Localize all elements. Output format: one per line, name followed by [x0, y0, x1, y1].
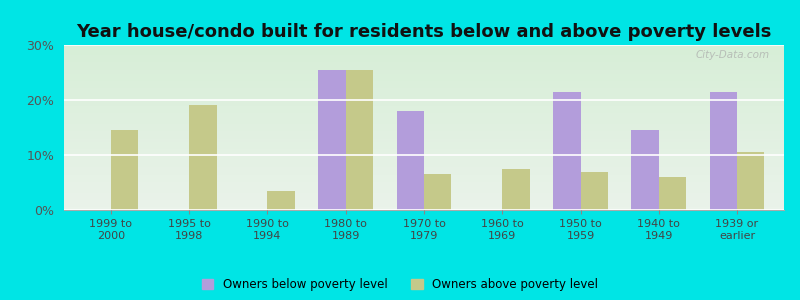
- Title: Year house/condo built for residents below and above poverty levels: Year house/condo built for residents bel…: [76, 23, 772, 41]
- Bar: [710, 92, 737, 210]
- Bar: [346, 70, 373, 210]
- Bar: [658, 177, 686, 210]
- Legend: Owners below poverty level, Owners above poverty level: Owners below poverty level, Owners above…: [202, 278, 598, 291]
- Bar: [737, 152, 765, 210]
- Bar: [190, 106, 217, 210]
- Bar: [424, 174, 451, 210]
- Bar: [502, 169, 530, 210]
- Bar: [553, 92, 581, 210]
- Bar: [111, 130, 138, 210]
- Bar: [397, 111, 424, 210]
- Bar: [581, 172, 608, 210]
- Bar: [631, 130, 658, 210]
- Bar: [318, 70, 346, 210]
- Text: City-Data.com: City-Data.com: [695, 50, 770, 60]
- Bar: [267, 191, 295, 210]
